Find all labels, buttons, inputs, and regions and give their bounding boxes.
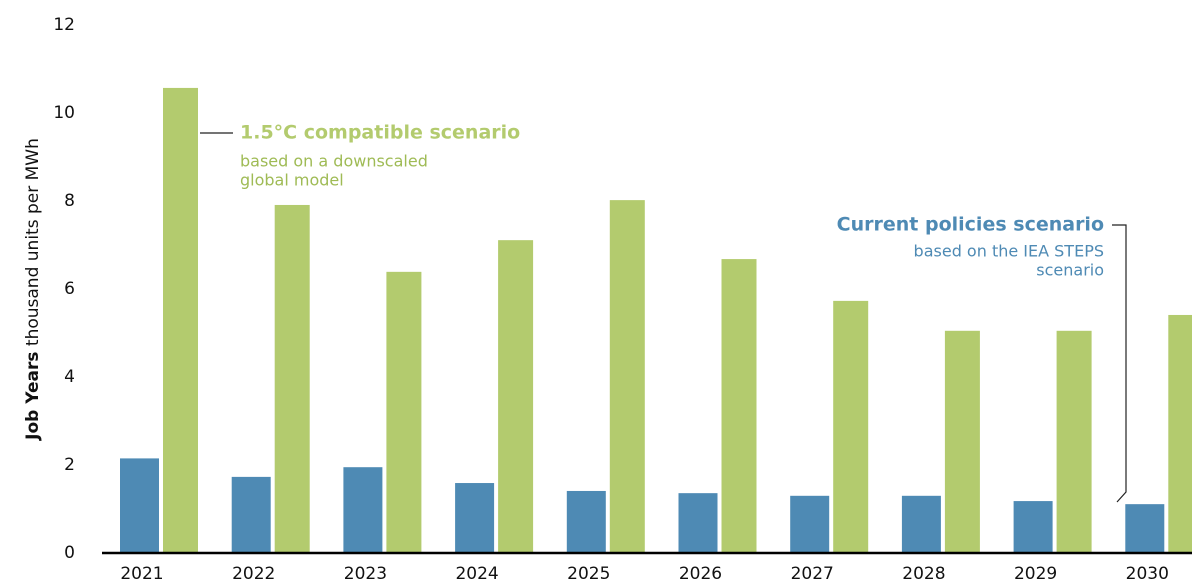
bar bbox=[455, 483, 495, 553]
x-tick-label: 2021 bbox=[120, 564, 163, 584]
annotation-title: 1.5°C compatible scenario bbox=[240, 122, 520, 144]
bar bbox=[790, 495, 830, 553]
bar bbox=[274, 204, 310, 553]
annotation-leader bbox=[1112, 224, 1127, 503]
y-label-rest: thousand units per MWh bbox=[23, 138, 43, 346]
bar bbox=[120, 458, 159, 553]
x-tick-label: 2024 bbox=[455, 564, 498, 584]
y-tick-label: 10 bbox=[53, 103, 75, 123]
y-label-bold: Job Years bbox=[23, 352, 43, 441]
annotation-title: Current policies scenario bbox=[837, 214, 1104, 236]
y-axis-label: Job Years thousand units per MWh bbox=[23, 138, 43, 441]
bar bbox=[901, 495, 941, 553]
y-tick-label: 0 bbox=[64, 543, 75, 563]
bar bbox=[163, 87, 198, 554]
x-tick-label: 2023 bbox=[344, 564, 387, 584]
annotation-note: based on a downscaled bbox=[240, 152, 428, 171]
annotation-note: global model bbox=[240, 171, 344, 190]
bar bbox=[231, 476, 271, 553]
bar bbox=[1013, 501, 1053, 553]
annotation-note: based on the IEA STEPS bbox=[914, 242, 1104, 261]
y-tick-label: 8 bbox=[64, 191, 75, 211]
y-tick-label: 2 bbox=[64, 455, 75, 475]
y-tick-label: 12 bbox=[53, 15, 75, 35]
annotation-note: scenario bbox=[1036, 261, 1104, 280]
bar bbox=[386, 271, 422, 553]
bar bbox=[1125, 504, 1165, 553]
y-tick-label: 6 bbox=[64, 279, 75, 299]
y-tick-label: 4 bbox=[64, 367, 75, 387]
bar bbox=[721, 259, 757, 553]
bar bbox=[833, 300, 869, 553]
x-tick-label: 2022 bbox=[232, 564, 275, 584]
x-tick-label: 2026 bbox=[679, 564, 722, 584]
bar bbox=[1168, 314, 1192, 553]
bar bbox=[498, 240, 534, 553]
x-tick-label: 2028 bbox=[902, 564, 945, 584]
bar bbox=[678, 493, 718, 553]
bar bbox=[566, 490, 606, 553]
x-tick-label: 2029 bbox=[1014, 564, 1057, 584]
bar bbox=[1056, 330, 1092, 553]
bar bbox=[609, 200, 645, 553]
x-tick-label: 2030 bbox=[1126, 564, 1169, 584]
x-tick-label: 2025 bbox=[567, 564, 610, 584]
bar bbox=[343, 467, 383, 553]
bar bbox=[944, 330, 980, 553]
x-tick-label: 2027 bbox=[791, 564, 834, 584]
